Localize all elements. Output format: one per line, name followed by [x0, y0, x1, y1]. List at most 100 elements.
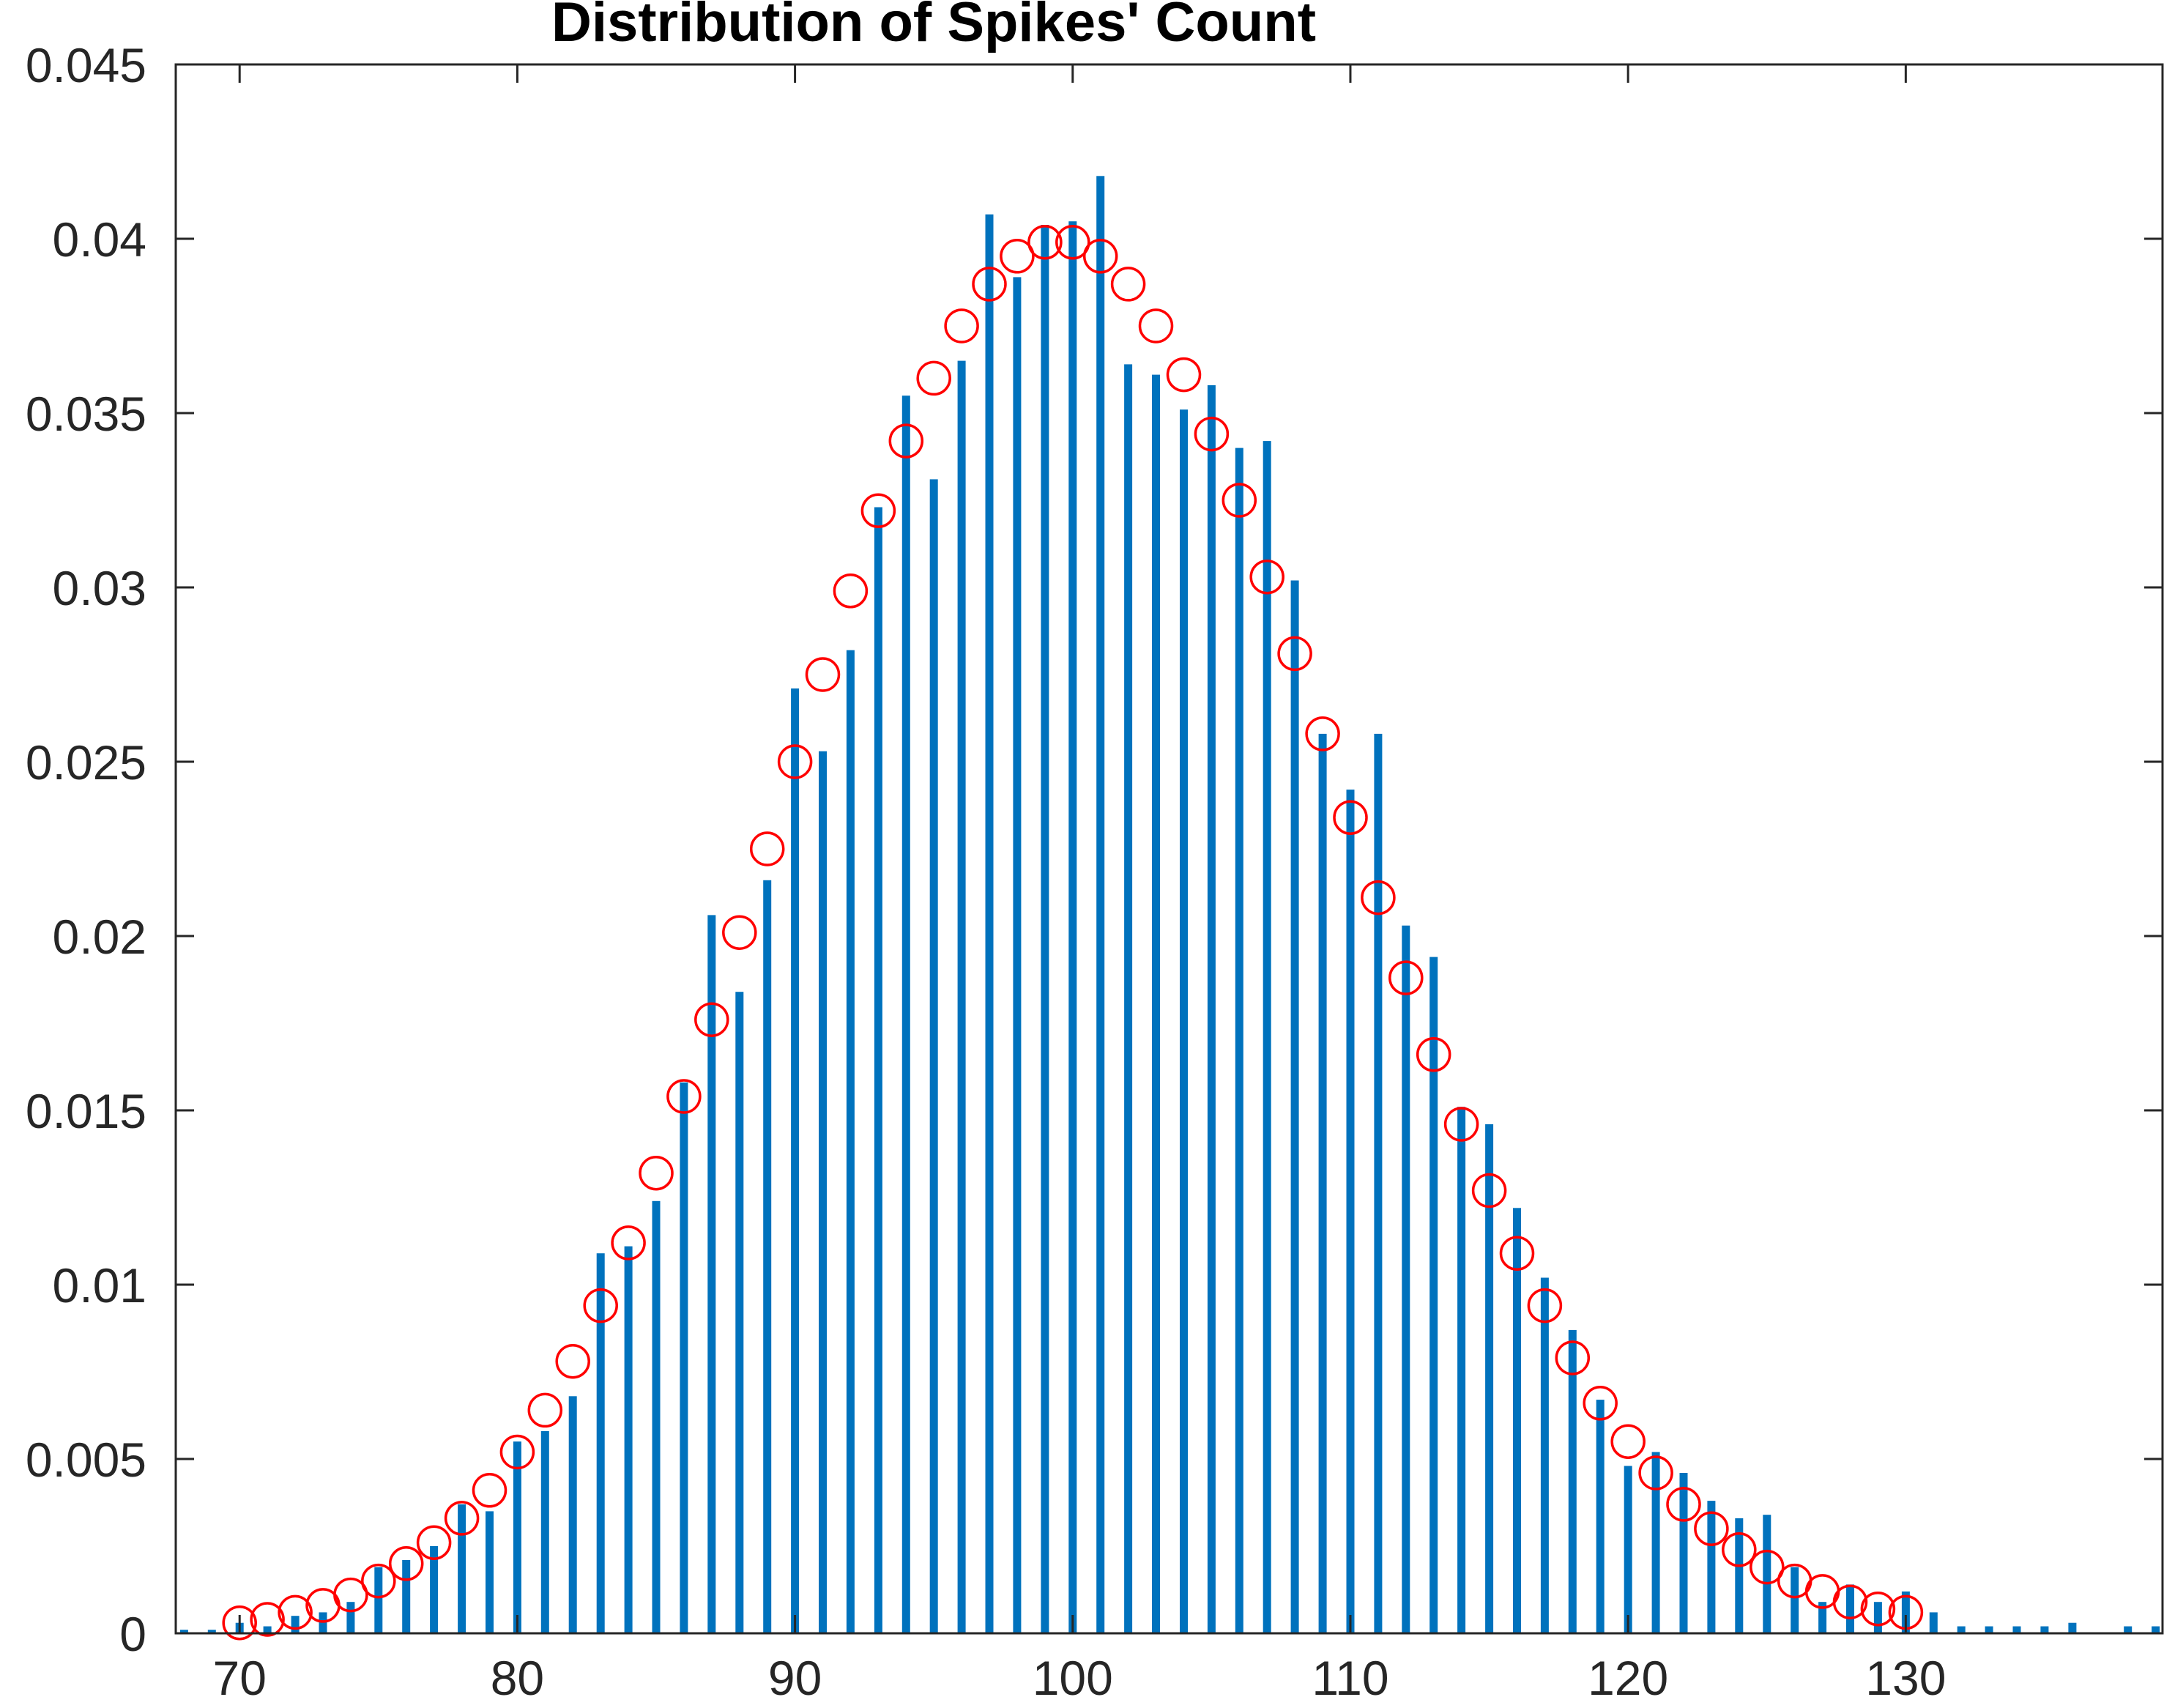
bar: [374, 1567, 383, 1633]
data-point-marker: [527, 1392, 563, 1428]
bar: [1124, 364, 1133, 1633]
data-point-marker: [944, 308, 979, 344]
bar: [1707, 1501, 1716, 1633]
bar: [1596, 1400, 1605, 1633]
y-tick-label: 0.015: [26, 1084, 146, 1138]
data-point-marker: [1750, 1549, 1785, 1585]
data-point-marker: [1082, 239, 1118, 274]
y-tick-label: 0.005: [26, 1433, 146, 1487]
data-point-marker: [250, 1602, 285, 1637]
bar: [1485, 1124, 1494, 1633]
y-tick-label: 0.03: [53, 561, 146, 615]
bar: [680, 1082, 688, 1633]
bar: [513, 1441, 521, 1633]
bar: [1235, 448, 1243, 1633]
bar: [1568, 1329, 1577, 1633]
bar: [1513, 1208, 1521, 1633]
data-point-marker: [1583, 1386, 1618, 1421]
x-tick-label: 90: [768, 1651, 822, 1705]
data-point-marker: [1610, 1424, 1646, 1459]
bar: [791, 688, 800, 1633]
bar: [1068, 221, 1077, 1634]
bar: [486, 1511, 494, 1633]
bar: [2152, 1626, 2160, 1633]
data-point-marker: [1000, 239, 1035, 274]
data-point-marker: [888, 423, 924, 458]
data-point-marker: [1860, 1591, 1896, 1627]
x-tick-label: 130: [1865, 1651, 1946, 1705]
data-point-marker: [694, 1002, 729, 1037]
bar: [1651, 1452, 1660, 1633]
data-point-marker: [416, 1525, 452, 1560]
bar: [901, 396, 910, 1634]
y-tick-label: 0.04: [53, 212, 146, 267]
bar: [2040, 1626, 2049, 1633]
data-point-marker: [1443, 1107, 1479, 1142]
y-tick-label: 0.025: [26, 735, 146, 790]
bar: [846, 650, 855, 1634]
x-tick-label: 70: [213, 1651, 267, 1705]
bar: [346, 1602, 355, 1633]
data-point-marker: [222, 1605, 257, 1641]
bar: [1763, 1515, 1771, 1633]
data-point-marker: [805, 657, 841, 692]
data-point-marker: [1666, 1487, 1701, 1522]
data-point-marker: [860, 493, 896, 529]
bars-layer: [179, 176, 2160, 1634]
y-tick-label: 0.045: [26, 38, 146, 92]
data-point-marker: [1499, 1236, 1535, 1271]
data-point-marker: [749, 831, 785, 866]
data-point-marker: [1055, 225, 1090, 260]
bar: [874, 507, 882, 1633]
bar: [957, 360, 966, 1634]
chart-title: Distribution of Spikes' Count: [551, 0, 1316, 53]
data-point-marker: [1527, 1288, 1563, 1323]
bar: [624, 1246, 633, 1633]
data-point-marker: [833, 573, 869, 609]
data-point-marker: [555, 1343, 590, 1379]
bar: [2124, 1626, 2133, 1633]
bar: [1096, 176, 1105, 1633]
bar: [1290, 580, 1299, 1633]
bar: [1957, 1626, 1966, 1633]
markers-layer: [222, 225, 1924, 1641]
data-point-marker: [1388, 960, 1424, 995]
bar: [1624, 1466, 1632, 1633]
data-point-marker: [361, 1563, 396, 1599]
bar: [1318, 733, 1327, 1633]
data-point-marker: [1722, 1532, 1757, 1567]
data-point-marker: [722, 915, 757, 950]
plot-frame: [174, 63, 2164, 1635]
data-point-marker: [1166, 357, 1202, 393]
bar: [1791, 1567, 1799, 1633]
bar: [540, 1430, 549, 1633]
data-point-marker: [1277, 636, 1312, 672]
data-point-marker: [611, 1225, 646, 1260]
bar: [1263, 441, 1271, 1633]
bar: [1041, 225, 1049, 1633]
x-tick-label: 100: [1033, 1651, 1113, 1705]
bar: [207, 1630, 216, 1633]
bar: [1846, 1584, 1854, 1633]
bar: [929, 479, 938, 1633]
bar: [596, 1253, 605, 1633]
data-point-marker: [1361, 880, 1396, 916]
data-point-marker: [278, 1594, 313, 1630]
bar: [735, 992, 744, 1633]
data-point-marker: [1027, 225, 1063, 260]
data-point-marker: [1638, 1455, 1673, 1490]
data-point-marker: [916, 360, 951, 396]
bar: [1429, 957, 1438, 1633]
bar: [1929, 1612, 1938, 1633]
bar: [1985, 1626, 1993, 1633]
bar: [819, 751, 827, 1633]
bar: [707, 915, 716, 1633]
bar: [263, 1626, 272, 1633]
bar: [319, 1612, 327, 1633]
bar: [1679, 1473, 1688, 1633]
data-point-marker: [972, 267, 1007, 302]
data-point-marker: [333, 1577, 368, 1613]
y-tick-label: 0.02: [53, 910, 146, 964]
data-point-marker: [1555, 1340, 1591, 1375]
